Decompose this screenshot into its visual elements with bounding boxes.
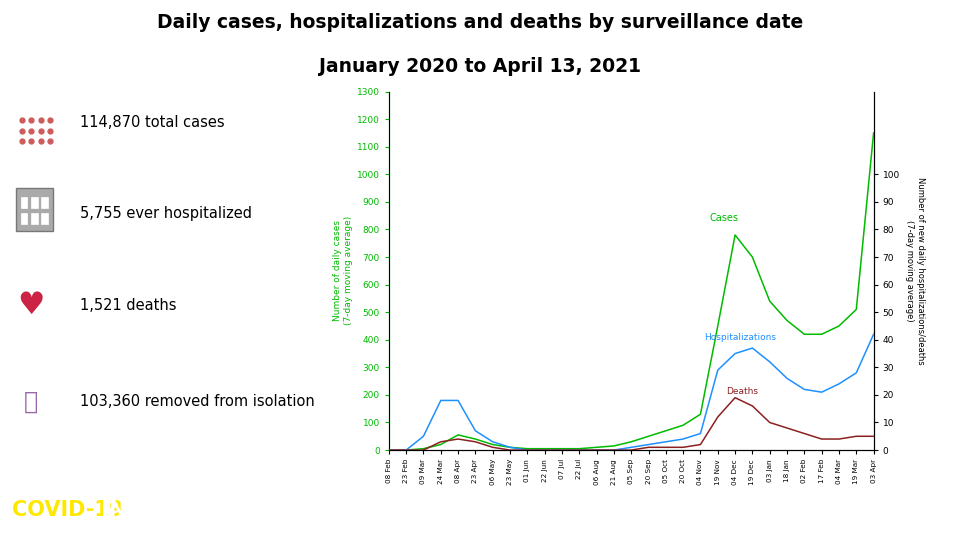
Text: 114,870 total cases: 114,870 total cases [81, 115, 225, 130]
Text: Hospitalizations: Hospitalizations [0, 538, 1, 539]
Text: COVID-19: COVID-19 [12, 500, 123, 520]
FancyBboxPatch shape [41, 213, 48, 224]
Y-axis label: Number of new daily hospitalizations/deaths
(7-day moving average): Number of new daily hospitalizations/dea… [905, 177, 924, 365]
Text: Daily cases, hospitalizations and deaths by surveillance date: Daily cases, hospitalizations and deaths… [156, 13, 804, 32]
Text: 5,755 ever hospitalized: 5,755 ever hospitalized [81, 206, 252, 222]
Text: Cases: Cases [709, 213, 738, 223]
Text: 103,360 removed from isolation: 103,360 removed from isolation [81, 394, 315, 409]
Text: January 2020 to April 13, 2021: January 2020 to April 13, 2021 [319, 57, 641, 75]
Text: Hospitalizations: Hospitalizations [704, 333, 776, 342]
Text: 1,521 deaths: 1,521 deaths [81, 298, 177, 313]
FancyBboxPatch shape [21, 213, 28, 224]
Text: ♥: ♥ [17, 291, 45, 320]
Text: 7: 7 [929, 501, 941, 519]
Y-axis label: Number of daily cases
(7-day moving average): Number of daily cases (7-day moving aver… [333, 216, 352, 326]
FancyBboxPatch shape [31, 213, 37, 224]
FancyBboxPatch shape [41, 197, 48, 208]
FancyBboxPatch shape [31, 197, 37, 208]
FancyBboxPatch shape [16, 188, 53, 231]
Text: Deaths: Deaths [727, 386, 758, 396]
FancyBboxPatch shape [21, 197, 28, 208]
Text: IN BC: IN BC [94, 500, 165, 520]
Text: 🏃: 🏃 [24, 390, 38, 413]
